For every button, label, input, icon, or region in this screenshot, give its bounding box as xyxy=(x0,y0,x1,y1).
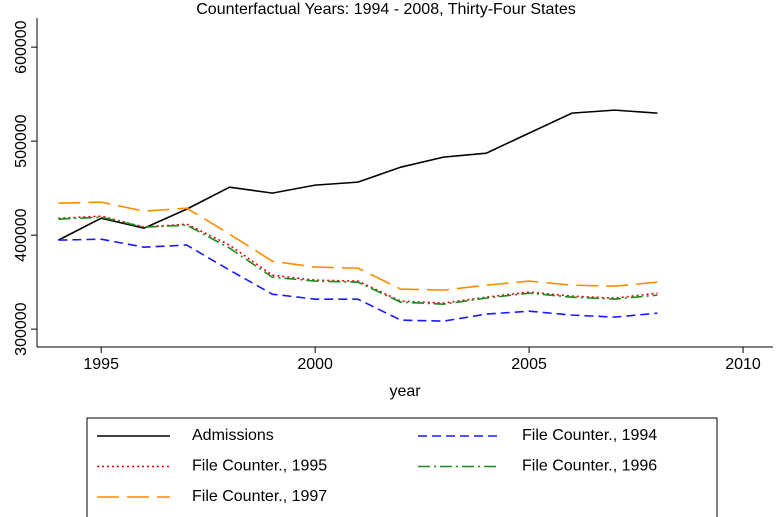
legend-label: File Counter., 1996 xyxy=(522,458,657,475)
series-line xyxy=(58,109,658,241)
y-tick-label: 500000 xyxy=(13,114,30,167)
y-tick-label: 600000 xyxy=(13,20,30,73)
x-tick-label: 2000 xyxy=(297,356,333,373)
x-tick-label: 1995 xyxy=(83,356,119,373)
series-line xyxy=(58,238,658,322)
legend-label: File Counter., 1997 xyxy=(192,488,327,505)
legend-label: File Counter., 1994 xyxy=(522,427,657,444)
legend-box xyxy=(86,417,718,517)
y-tick-label: 300000 xyxy=(13,302,30,355)
y-tick-label: 400000 xyxy=(13,208,30,261)
series-line xyxy=(58,201,658,291)
series-line xyxy=(58,215,658,304)
x-tick-label: 2010 xyxy=(725,356,761,373)
x-tick-label: 2005 xyxy=(511,356,547,373)
legend-label: Admissions xyxy=(192,427,274,444)
x-axis-title: year xyxy=(389,383,421,400)
series-line xyxy=(58,216,658,305)
legend-label: File Counter., 1995 xyxy=(192,458,327,475)
chart-title: Counterfactual Years: 1994 - 2008, Thirt… xyxy=(196,1,575,18)
